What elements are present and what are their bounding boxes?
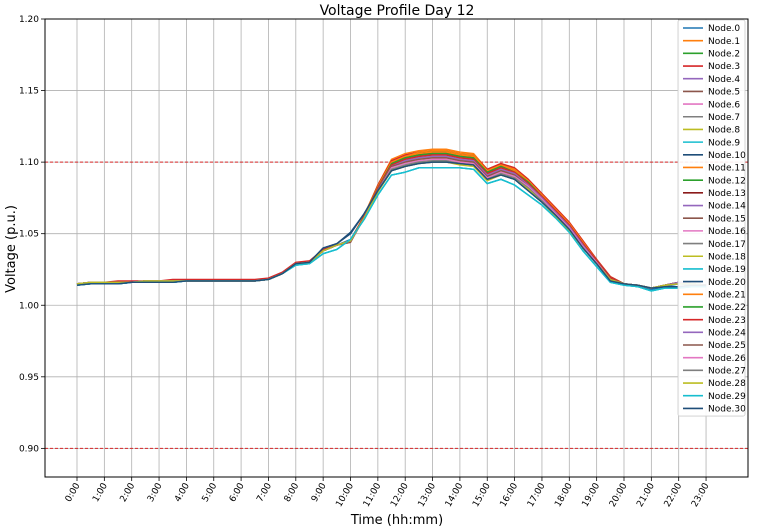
legend-label: Node.12 bbox=[708, 176, 746, 186]
legend-label: Node.25 bbox=[708, 341, 746, 351]
legend-label: Node.15 bbox=[708, 214, 746, 224]
x-tick-label: 14:00 bbox=[444, 481, 466, 509]
plot-background bbox=[45, 19, 748, 477]
series-lines bbox=[76, 148, 707, 292]
legend-label: Node.1 bbox=[708, 37, 740, 47]
x-tick-label: 1:00 bbox=[91, 481, 110, 504]
legend-label: Node.19 bbox=[708, 265, 746, 275]
legend-label: Node.10 bbox=[708, 151, 746, 161]
x-tick-labels: 0:00 1:00 2:00 3:00 4:00 5:00 6:00 7:00 8:00 9:00… bbox=[64, 477, 712, 509]
x-tick-label: 17:00 bbox=[526, 481, 548, 509]
x-tick-label: 3:00 bbox=[146, 481, 165, 504]
legend-label: Node.22 bbox=[708, 303, 746, 313]
y-tick-labels: 0.90 0.95 1.00 1.05 1.10 1.15 1.20 bbox=[19, 15, 45, 454]
legend-label: Node.26 bbox=[708, 354, 746, 364]
chart-title: Voltage Profile Day 12 bbox=[320, 3, 475, 19]
legend-label: Node.7 bbox=[708, 113, 740, 123]
legend-label: Node.20 bbox=[708, 278, 746, 288]
x-tick-label: 8:00 bbox=[283, 481, 302, 504]
x-tick-label: 0:00 bbox=[64, 481, 83, 504]
x-axis-title: Time (hh:mm) bbox=[350, 513, 443, 528]
y-tick-label: 1.15 bbox=[19, 87, 39, 97]
x-tick-label: 5:00 bbox=[201, 481, 220, 504]
x-tick-label: 22:00 bbox=[663, 481, 685, 509]
legend-label: Node.29 bbox=[708, 392, 746, 402]
legend-label: Node.28 bbox=[708, 379, 746, 389]
y-tick-label: 1.10 bbox=[19, 158, 39, 168]
x-tick-label: 6:00 bbox=[228, 481, 247, 504]
x-tick-label: 12:00 bbox=[389, 481, 411, 509]
x-tick-label: 13:00 bbox=[417, 481, 439, 509]
y-tick-label: 1.20 bbox=[19, 15, 39, 25]
series-line bbox=[76, 161, 707, 289]
x-tick-label: 20:00 bbox=[608, 481, 630, 509]
legend-label: Node.9 bbox=[708, 138, 740, 148]
legend-label: Node.24 bbox=[708, 329, 746, 339]
y-tick-label: 0.95 bbox=[19, 373, 39, 383]
legend-label: Node.23 bbox=[708, 316, 746, 326]
legend: Node.0 Node.1 Node.2 Node.3 Node.4 Node.5 Node… bbox=[677, 19, 746, 417]
legend-label: Node.21 bbox=[708, 290, 746, 300]
x-tick-label: 10:00 bbox=[334, 481, 356, 509]
series-line bbox=[76, 149, 707, 289]
legend-box bbox=[677, 19, 746, 417]
x-tick-label: 4:00 bbox=[173, 481, 192, 504]
x-tick-label: 15:00 bbox=[471, 481, 493, 509]
legend-label: Node.8 bbox=[708, 126, 740, 136]
y-tick-label: 1.00 bbox=[19, 301, 39, 311]
legend-label: Node.18 bbox=[708, 252, 746, 262]
x-tick-label: 7:00 bbox=[255, 481, 274, 504]
x-tick-label: 18:00 bbox=[553, 481, 575, 509]
legend-label: Node.4 bbox=[708, 75, 740, 85]
legend-label: Node.13 bbox=[708, 189, 746, 199]
y-tick-label: 1.05 bbox=[19, 230, 39, 240]
legend-label: Node.27 bbox=[708, 367, 746, 377]
legend-label: Node.6 bbox=[708, 100, 740, 110]
legend-label: Node.5 bbox=[708, 88, 740, 98]
y-axis-title: Voltage (p.u.) bbox=[4, 205, 19, 293]
x-tick-label: 19:00 bbox=[581, 481, 603, 509]
x-tick-label: 21:00 bbox=[635, 481, 657, 509]
legend-label: Node.17 bbox=[708, 240, 746, 250]
legend-label: Node.14 bbox=[708, 202, 746, 212]
legend-label: Node.3 bbox=[708, 62, 740, 72]
x-tick-label: 16:00 bbox=[499, 481, 521, 509]
x-tick-label: 23:00 bbox=[690, 481, 712, 509]
legend-label: Node.30 bbox=[708, 405, 746, 415]
plot-area bbox=[45, 19, 748, 477]
legend-label: Node.16 bbox=[708, 227, 746, 237]
x-tick-label: 2:00 bbox=[119, 481, 138, 504]
x-tick-label: 11:00 bbox=[362, 481, 384, 509]
x-tick-label: 9:00 bbox=[310, 481, 329, 504]
legend-label: Node.2 bbox=[708, 50, 740, 60]
y-tick-label: 0.90 bbox=[19, 444, 39, 454]
plot-frame bbox=[44, 18, 749, 478]
plot-border bbox=[44, 18, 749, 478]
legend-label: Node.11 bbox=[708, 164, 746, 174]
legend-label: Node.0 bbox=[708, 24, 740, 34]
